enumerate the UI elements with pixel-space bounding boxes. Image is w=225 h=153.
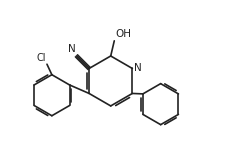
Text: Cl: Cl	[37, 53, 46, 63]
Text: N: N	[135, 63, 142, 73]
Text: OH: OH	[115, 29, 131, 39]
Text: N: N	[68, 44, 76, 54]
